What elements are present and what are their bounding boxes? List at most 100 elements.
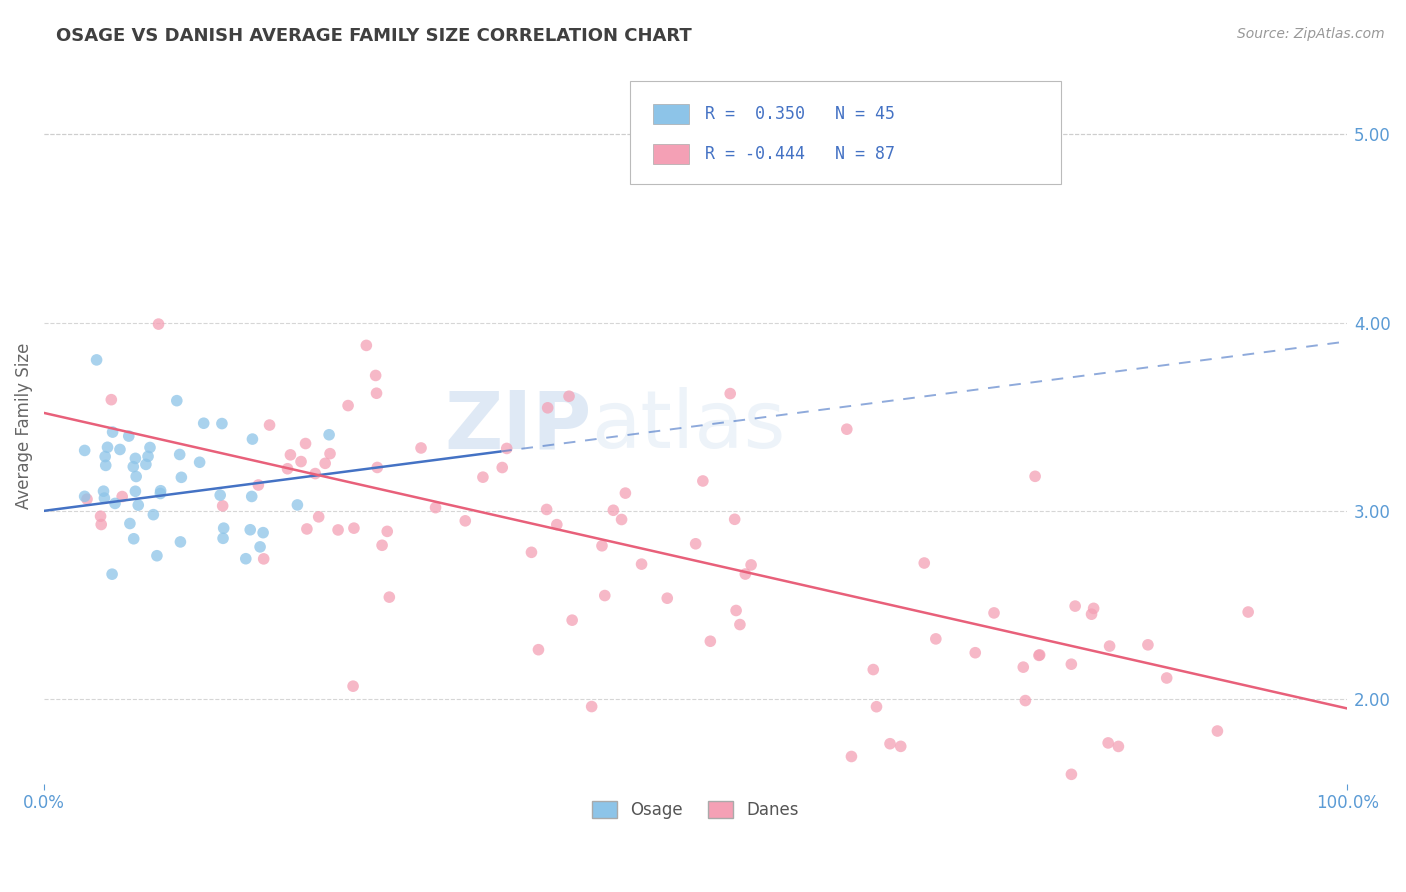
- Point: [371, 538, 394, 552]
- Point: [630, 557, 652, 571]
- Point: [865, 699, 887, 714]
- Point: [536, 502, 558, 516]
- Point: [740, 558, 762, 572]
- Point: [314, 456, 336, 470]
- Point: [308, 509, 330, 524]
- Point: [253, 552, 276, 566]
- Point: [1014, 693, 1036, 707]
- Point: [169, 535, 191, 549]
- Point: [108, 442, 131, 457]
- Point: [101, 425, 124, 439]
- Point: [527, 642, 550, 657]
- Point: [454, 514, 477, 528]
- Point: [122, 459, 145, 474]
- Point: [96, 440, 118, 454]
- Y-axis label: Average Family Size: Average Family Size: [15, 343, 32, 509]
- Point: [610, 512, 633, 526]
- Legend: Osage, Danes: Osage, Danes: [585, 794, 806, 825]
- Text: Source: ZipAtlas.com: Source: ZipAtlas.com: [1237, 27, 1385, 41]
- FancyBboxPatch shape: [652, 144, 689, 163]
- Point: [983, 606, 1005, 620]
- Point: [614, 486, 637, 500]
- Point: [239, 523, 262, 537]
- Point: [211, 417, 233, 431]
- Point: [304, 467, 326, 481]
- Point: [280, 448, 302, 462]
- Point: [90, 509, 112, 524]
- Point: [73, 489, 96, 503]
- Point: [343, 521, 366, 535]
- Point: [277, 461, 299, 475]
- Point: [692, 474, 714, 488]
- Point: [1097, 736, 1119, 750]
- Point: [495, 442, 517, 456]
- Point: [287, 498, 309, 512]
- Point: [326, 523, 349, 537]
- Point: [835, 422, 858, 436]
- Point: [685, 537, 707, 551]
- Point: [209, 488, 232, 502]
- Point: [537, 401, 560, 415]
- Point: [546, 517, 568, 532]
- Text: R =  0.350   N = 45: R = 0.350 N = 45: [704, 105, 894, 123]
- Point: [122, 532, 145, 546]
- Point: [378, 590, 401, 604]
- Point: [142, 508, 165, 522]
- Text: OSAGE VS DANISH AVERAGE FAMILY SIZE CORRELATION CHART: OSAGE VS DANISH AVERAGE FAMILY SIZE CORR…: [56, 27, 692, 45]
- Point: [86, 352, 108, 367]
- FancyBboxPatch shape: [630, 80, 1060, 185]
- Point: [76, 492, 98, 507]
- Point: [375, 524, 398, 539]
- Point: [471, 470, 494, 484]
- Point: [1206, 724, 1229, 739]
- Point: [491, 460, 513, 475]
- Point: [409, 441, 432, 455]
- Point: [520, 545, 543, 559]
- Point: [149, 483, 172, 498]
- Point: [356, 338, 378, 352]
- Point: [728, 617, 751, 632]
- Point: [862, 663, 884, 677]
- Text: ZIP: ZIP: [444, 387, 592, 465]
- Point: [111, 490, 134, 504]
- Point: [188, 455, 211, 469]
- Point: [259, 418, 281, 433]
- Point: [657, 591, 679, 606]
- Point: [193, 416, 215, 430]
- Point: [1107, 739, 1129, 754]
- Point: [90, 517, 112, 532]
- Point: [1136, 638, 1159, 652]
- Point: [337, 399, 360, 413]
- Point: [118, 516, 141, 531]
- Point: [139, 441, 162, 455]
- Point: [124, 451, 146, 466]
- Point: [1156, 671, 1178, 685]
- Point: [1083, 601, 1105, 615]
- Point: [912, 556, 935, 570]
- Point: [148, 317, 170, 331]
- Point: [240, 490, 263, 504]
- Point: [252, 525, 274, 540]
- Point: [366, 386, 388, 401]
- Point: [561, 613, 583, 627]
- Point: [169, 448, 191, 462]
- Point: [124, 484, 146, 499]
- Point: [1064, 599, 1087, 613]
- Point: [319, 447, 342, 461]
- Point: [558, 389, 581, 403]
- Point: [318, 427, 340, 442]
- Point: [247, 478, 270, 492]
- Point: [591, 539, 613, 553]
- Point: [100, 392, 122, 407]
- Point: [294, 436, 316, 450]
- Point: [146, 549, 169, 563]
- Point: [73, 443, 96, 458]
- Point: [699, 634, 721, 648]
- Point: [1028, 648, 1050, 663]
- Point: [235, 551, 257, 566]
- Point: [602, 503, 624, 517]
- Point: [211, 499, 233, 513]
- Point: [212, 531, 235, 545]
- Point: [93, 484, 115, 499]
- Point: [249, 540, 271, 554]
